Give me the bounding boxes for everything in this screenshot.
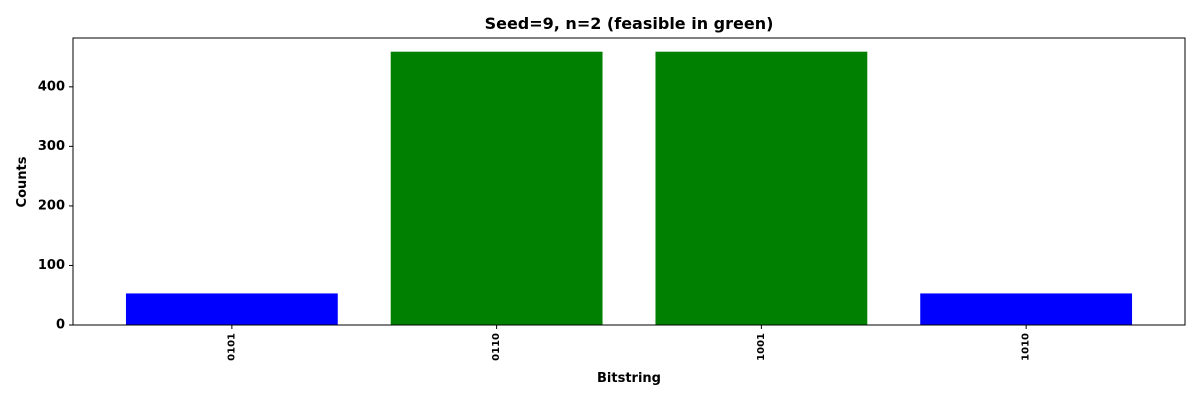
x-tick-label: 0101 xyxy=(226,333,237,361)
x-axis-ticks: 0101 0110 1001 1010 xyxy=(226,325,1032,361)
chart-title: Seed=9, n=2 (feasible in green) xyxy=(485,14,774,33)
y-axis-label: Counts xyxy=(15,156,30,207)
y-tick-label: 300 xyxy=(38,139,65,154)
x-tick-label: 0110 xyxy=(491,333,502,361)
x-tick-label: 1001 xyxy=(756,333,767,361)
bar-1001 xyxy=(655,51,868,325)
y-axis-ticks: 0 100 200 300 400 xyxy=(38,79,73,333)
y-tick-label: 400 xyxy=(38,79,65,94)
y-tick-label: 200 xyxy=(38,198,65,213)
bar-0101 xyxy=(125,293,338,325)
bars-group xyxy=(125,51,1133,325)
x-axis-label: Bitstring xyxy=(597,371,661,386)
x-tick-label: 1010 xyxy=(1021,333,1032,361)
y-tick-label: 100 xyxy=(38,258,65,273)
plot-frame xyxy=(72,37,1186,326)
bar-0110 xyxy=(390,51,603,325)
y-tick-label: 0 xyxy=(56,318,65,333)
bar-1010 xyxy=(920,293,1133,325)
